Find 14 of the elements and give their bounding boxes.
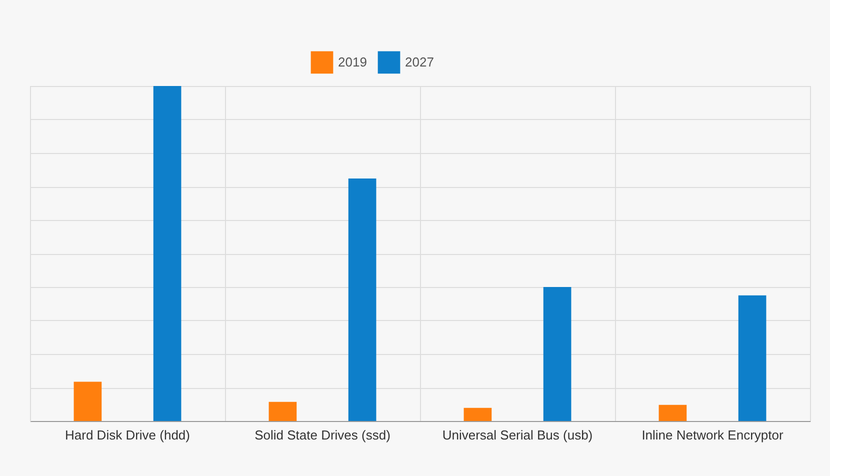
legend-label: 2027 (405, 54, 434, 70)
bar (464, 408, 492, 421)
x-tick-label: Inline Network Encryptor (642, 428, 784, 442)
bar (74, 382, 102, 421)
bar (153, 86, 182, 421)
bar (658, 404, 687, 421)
legend-label: 2019 (338, 54, 367, 70)
x-tick-label: Solid State Drives (ssd) (254, 428, 390, 442)
x-tick-label: Hard Disk Drive (hdd) (65, 428, 190, 442)
bar (268, 402, 297, 421)
bar (543, 287, 572, 421)
bar (348, 178, 376, 421)
bar (738, 295, 766, 421)
x-tick-label: Universal Serial Bus (usb) (442, 428, 593, 442)
